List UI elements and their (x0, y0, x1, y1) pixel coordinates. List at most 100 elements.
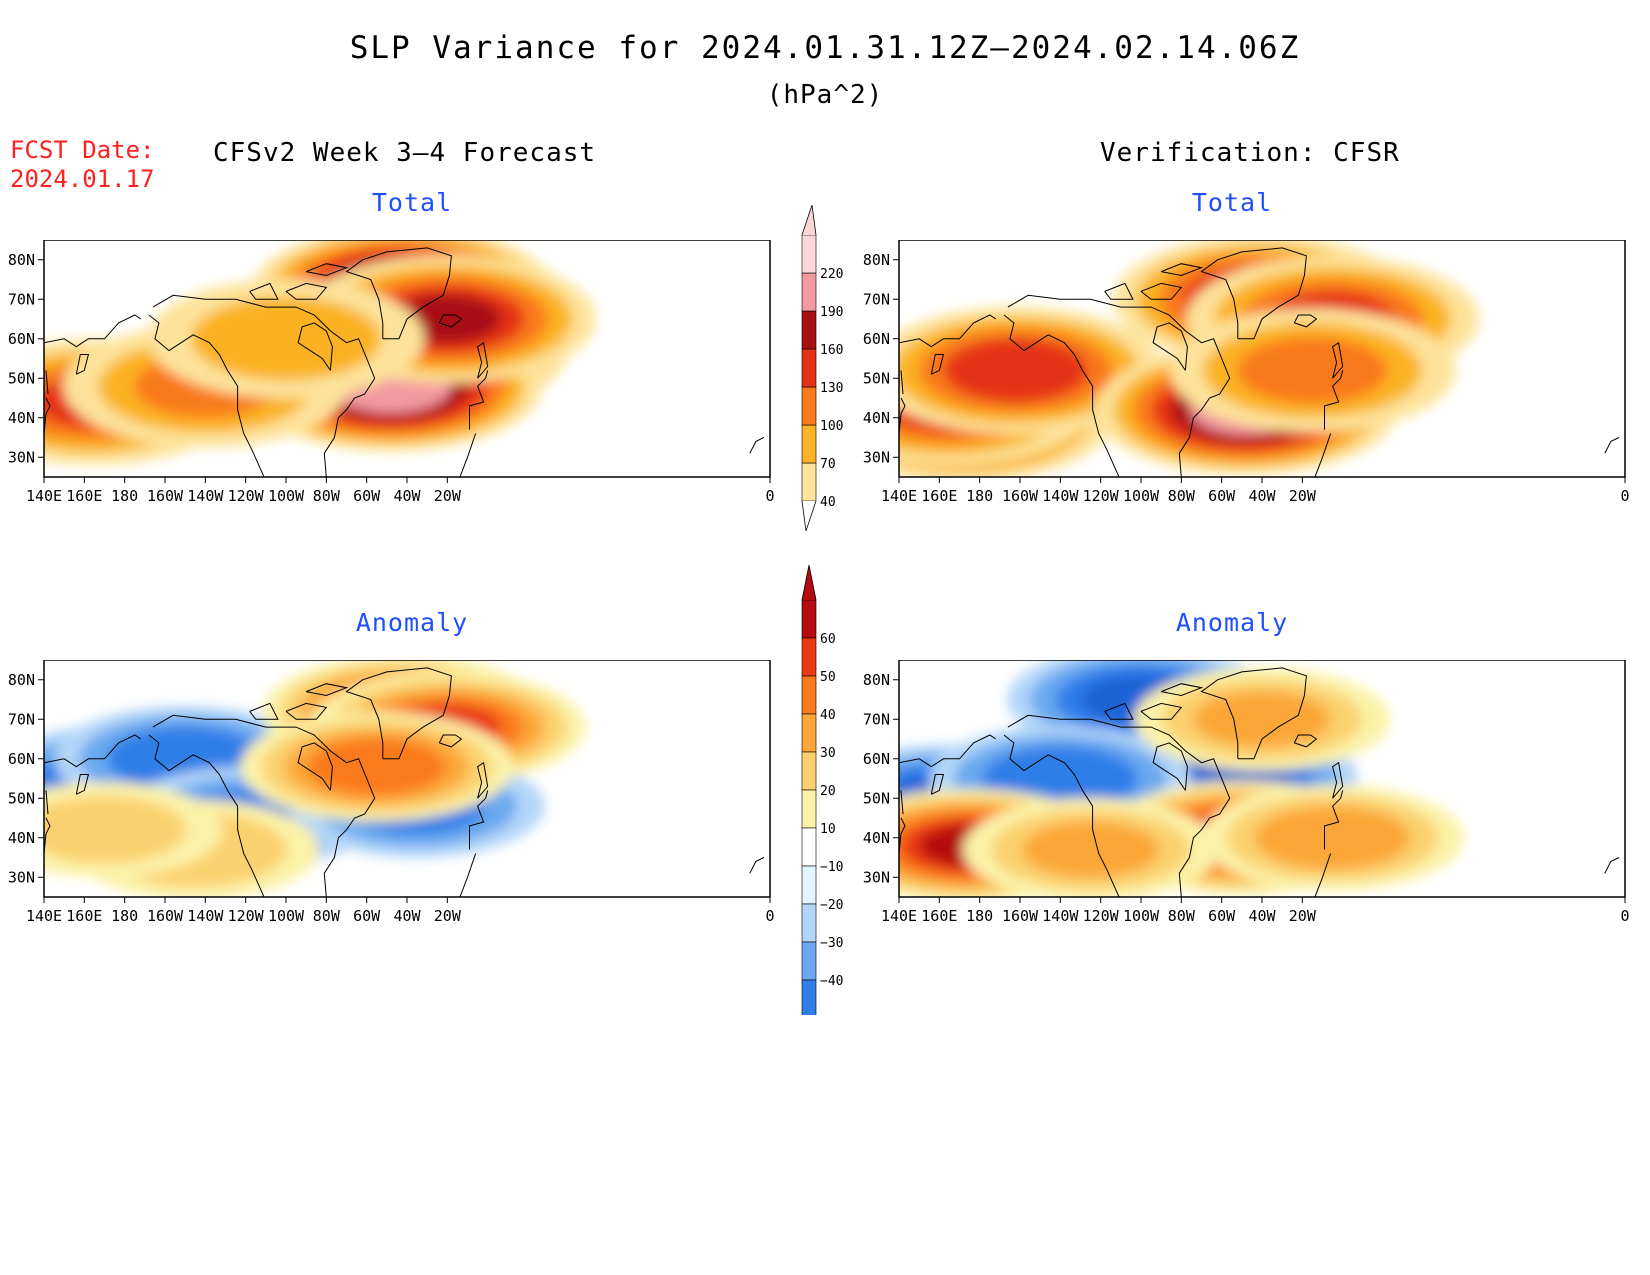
lat-tick-label: 60N (863, 330, 890, 348)
colorbar-label: 130 (820, 381, 843, 396)
variance-contour (944, 338, 1088, 403)
colorbar-swatch (801, 827, 817, 867)
total-colorbar: 40 70 100 130 160 190 220 (801, 205, 843, 532)
coastline (1152, 742, 1188, 791)
lon-tick-label: 60W (353, 487, 381, 505)
lat-tick-label: 50N (863, 369, 890, 387)
lon-tick-label: 60W (353, 907, 381, 925)
colorbar-label: 40 (820, 708, 836, 723)
variance-contour (191, 297, 381, 381)
variance-contour (1237, 337, 1388, 404)
coastline (1332, 761, 1344, 799)
colorbar-label: 100 (820, 419, 843, 434)
colorbar-label: 20 (820, 784, 836, 799)
lon-tick-label: 160E (66, 907, 102, 925)
anomaly-contour (308, 738, 446, 795)
lat-tick-label: 80N (863, 671, 890, 689)
lon-tick-label: 0 (1620, 907, 1629, 925)
coastline (1200, 247, 1307, 340)
colorbar-swatch (801, 310, 817, 350)
lon-tick-label: 0 (1620, 487, 1629, 505)
coastline (306, 263, 349, 277)
verification-total-title: Total (1191, 188, 1273, 217)
coastline (345, 667, 452, 760)
lon-tick-label: 100W (268, 487, 305, 505)
verification-anomaly-map: 140E 160E 180 160W 140W 120W 100W 80W 60W 40W 20W 0… (863, 660, 1630, 925)
coastline (1003, 734, 1120, 897)
coastline (1293, 734, 1318, 748)
coastline (297, 322, 333, 371)
lon-tick-label: 20W (1289, 487, 1317, 505)
colorbar-label: −40 (820, 974, 843, 989)
lon-tick-label: 20W (1289, 907, 1317, 925)
lon-tick-label: 80W (1168, 907, 1196, 925)
coastline (899, 314, 997, 395)
colorbar-label: −20 (820, 898, 843, 913)
colorbar-label: 30 (820, 746, 836, 761)
lon-tick-label: 140W (187, 487, 224, 505)
colorbar-swatch (801, 789, 817, 829)
lat-tick-label: 60N (8, 330, 35, 348)
lon-tick-label: 120W (228, 487, 265, 505)
coastline (44, 817, 765, 874)
lon-tick-label: 180 (966, 487, 993, 505)
verification-total-map: 140E 160E 180 160W 140W 120W 100W 80W 60W 40W 20W 0… (863, 240, 1630, 505)
coastline (899, 817, 1620, 874)
coastline (306, 683, 349, 697)
lon-tick-label: 0 (765, 487, 774, 505)
coastline (75, 354, 90, 375)
lon-tick-label: 160W (1002, 907, 1039, 925)
anomaly-contour (44, 796, 187, 864)
lon-tick-label: 180 (111, 907, 138, 925)
colorbar-swatch (801, 637, 817, 677)
coastline (1332, 341, 1344, 379)
coastline (249, 282, 279, 300)
lon-tick-label: 40W (1248, 487, 1276, 505)
anomaly-colorbar: 60 50 40 30 20 10 −10 −20 −30 −40 (801, 565, 843, 1015)
verification-anomaly-title: Anomaly (1175, 608, 1289, 637)
lon-tick-label: 140W (187, 907, 224, 925)
lon-tick-label: 80W (313, 487, 341, 505)
forecast-anomaly-map: 140E 160E 180 160W 140W 120W 100W 80W 60W 40W 20W 0… (8, 660, 775, 925)
lon-tick-label: 80W (313, 907, 341, 925)
colorbar-swatch (801, 979, 817, 1015)
coastline (1104, 702, 1134, 720)
lon-tick-label: 160W (1002, 487, 1039, 505)
colorbar-swatch (801, 675, 817, 715)
lon-tick-label: 160E (66, 487, 102, 505)
lon-tick-label: 80W (1168, 487, 1196, 505)
coastline (345, 247, 452, 340)
lat-tick-label: 40N (8, 829, 35, 847)
lon-tick-label: 180 (966, 907, 993, 925)
lon-tick-label: 40W (1248, 907, 1276, 925)
lat-tick-label: 70N (8, 710, 35, 728)
coastline (438, 314, 463, 328)
colorbar-label: 10 (820, 822, 836, 837)
lon-tick-label: 160W (147, 487, 184, 505)
coastline (1314, 853, 1332, 897)
coastline (152, 714, 376, 897)
lat-tick-label: 30N (8, 448, 35, 466)
lon-tick-label: 20W (434, 487, 462, 505)
coastline (477, 761, 489, 799)
forecast-anomaly-title: Anomaly (355, 608, 469, 637)
colorbar-swatch (801, 272, 817, 312)
coastline (438, 734, 463, 748)
colorbar-swatch (801, 941, 817, 981)
lon-tick-label: 40W (393, 907, 421, 925)
coastline (148, 734, 265, 897)
lon-tick-label: 160E (921, 487, 957, 505)
units-label: (hPa^2) (766, 80, 884, 110)
coastline (1152, 322, 1188, 371)
colorbar-swatch (801, 386, 817, 426)
lon-tick-label: 100W (1123, 907, 1160, 925)
lon-tick-label: 100W (268, 907, 305, 925)
lon-tick-label: 20W (434, 907, 462, 925)
lat-tick-label: 30N (863, 448, 890, 466)
lat-tick-label: 50N (8, 369, 35, 387)
coastline (44, 734, 142, 815)
coastline (459, 853, 477, 897)
colorbar-label: 40 (820, 495, 836, 510)
lat-tick-label: 70N (863, 290, 890, 308)
coastline (1324, 790, 1344, 850)
